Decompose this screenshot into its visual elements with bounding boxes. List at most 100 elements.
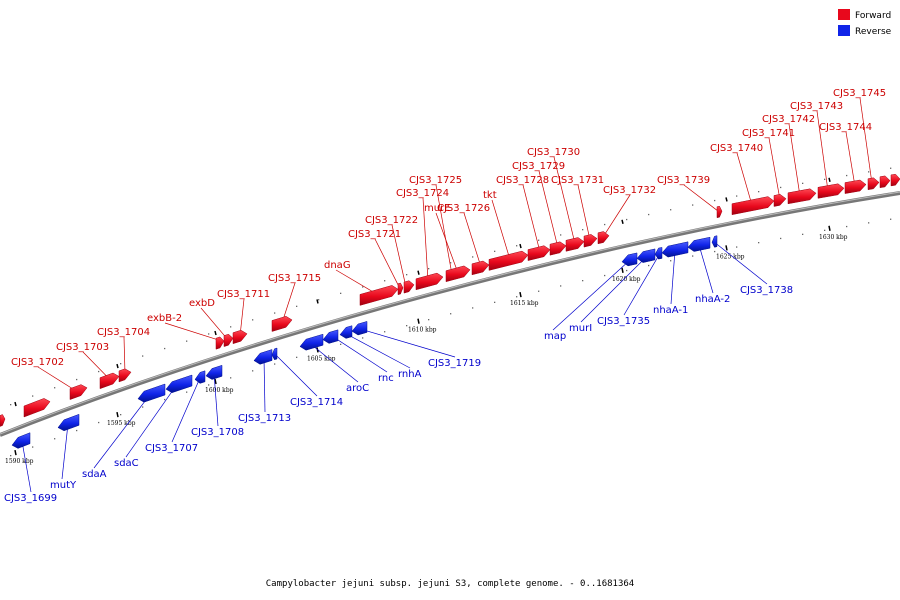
label-leader: [164, 322, 224, 342]
position-dot: [494, 250, 496, 252]
label-leader: [391, 224, 407, 288]
tick-mark-bottom: [116, 411, 119, 418]
forward-gene: [565, 237, 585, 252]
label-leader: [374, 238, 401, 289]
gene-label: dnaG: [324, 260, 351, 271]
position-dot: [208, 333, 210, 335]
label-leader: [538, 170, 559, 248]
position-dot: [648, 264, 650, 267]
position-dot: [780, 186, 782, 189]
forward-gene: [527, 245, 551, 261]
position-dot: [384, 280, 386, 282]
position-dot: [472, 256, 474, 258]
position-dot: [362, 286, 364, 288]
forward-gene: [271, 316, 293, 332]
forward-gene: [867, 177, 880, 190]
gene-label: CJS3_1711: [217, 289, 270, 300]
gene-label: CJS3_1713: [238, 413, 291, 424]
forward-gene: [787, 188, 817, 205]
gene-label: exbD: [189, 298, 215, 309]
label-leader: [683, 184, 720, 213]
position-dot: [76, 429, 78, 432]
label-leader: [171, 377, 201, 443]
gene-label: CJS3_1721: [348, 229, 401, 240]
tick-mark-top: [14, 401, 17, 407]
forward-gene: [731, 196, 775, 216]
reverse-gene: [322, 329, 339, 344]
forward-gene: [397, 282, 404, 296]
label-leader: [309, 343, 359, 383]
position-dot: [208, 384, 210, 386]
label-leader: [61, 423, 69, 480]
gene-label: CJS3_1744: [819, 122, 872, 133]
label-leader: [670, 250, 676, 305]
position-dot: [428, 268, 430, 270]
reverse-gene: [687, 236, 711, 252]
position-dot: [296, 356, 298, 358]
reverse-gene: [339, 325, 353, 339]
tick-marks: 1590 kbp 1595 kbp 1600 kbp 1605 kbp 1610 kbp…: [5, 177, 848, 465]
reverse-gene: [711, 235, 718, 248]
forward-gene: [23, 398, 51, 418]
position-dot: [626, 218, 628, 221]
gene-label: murE: [424, 203, 451, 214]
position-dot: [868, 222, 870, 224]
tick-mark-bottom: [519, 291, 522, 298]
tick-mark-bottom: [725, 245, 728, 251]
forward-gene: [99, 372, 120, 390]
position-dot: [516, 245, 518, 247]
position-dot: [582, 229, 584, 231]
forward-gene: [879, 175, 891, 188]
label-leader: [274, 353, 318, 397]
tick-mark-bottom: [417, 318, 420, 324]
forward-gene: [445, 265, 471, 283]
position-dot: [120, 414, 122, 416]
gene-label: CJS3_1741: [742, 128, 795, 139]
label-leader: [491, 199, 511, 260]
tick-label: 1600 kbp: [205, 387, 234, 394]
gene-label: nhaA-2: [695, 294, 730, 305]
label-leader: [82, 351, 111, 380]
label-leader: [602, 194, 631, 238]
label-leader: [580, 255, 648, 323]
label-leader: [332, 336, 388, 373]
position-dot: [120, 363, 122, 365]
position-dot: [186, 391, 188, 393]
label-leader: [239, 298, 245, 337]
gene-label: CJS3_1742: [762, 114, 815, 125]
gene-label: mutY: [50, 480, 77, 491]
forward-gene: [583, 234, 598, 248]
tick-label: 1595 kbp: [107, 420, 136, 427]
position-dot: [516, 296, 518, 298]
reverse-gene: [271, 347, 278, 361]
gene-label: CJS3_1743: [790, 101, 843, 112]
position-dot: [560, 285, 562, 287]
label-leader: [845, 131, 856, 187]
reverse-gene: [299, 333, 324, 351]
tick-label: 1625 kbp: [716, 253, 745, 260]
position-dot: [296, 305, 298, 307]
forward-gene: [403, 280, 415, 294]
label-leader: [213, 373, 219, 427]
gene-label: CJS3_1708: [191, 427, 244, 438]
forward-gene: [890, 173, 900, 187]
forward-gene: [773, 194, 787, 207]
legend-swatch-forward: [838, 9, 850, 20]
position-dot: [450, 262, 452, 264]
position-dot: [164, 347, 166, 350]
reverse-gene: [654, 247, 663, 260]
position-dot: [274, 312, 276, 314]
gene-label: CJS3_1730: [527, 147, 580, 158]
position-dot: [736, 195, 738, 197]
label-leader: [93, 394, 151, 469]
gene-label: nhaA-1: [653, 305, 688, 316]
forward-gene: [359, 285, 399, 306]
reverse-gene: [137, 383, 166, 403]
label-leader: [37, 366, 78, 392]
position-dot: [340, 292, 342, 294]
gene-label: CJS3_1732: [603, 185, 656, 196]
position-dot: [714, 250, 716, 253]
position-dot: [758, 191, 760, 193]
gene-label: CJS3_1707: [145, 443, 198, 454]
